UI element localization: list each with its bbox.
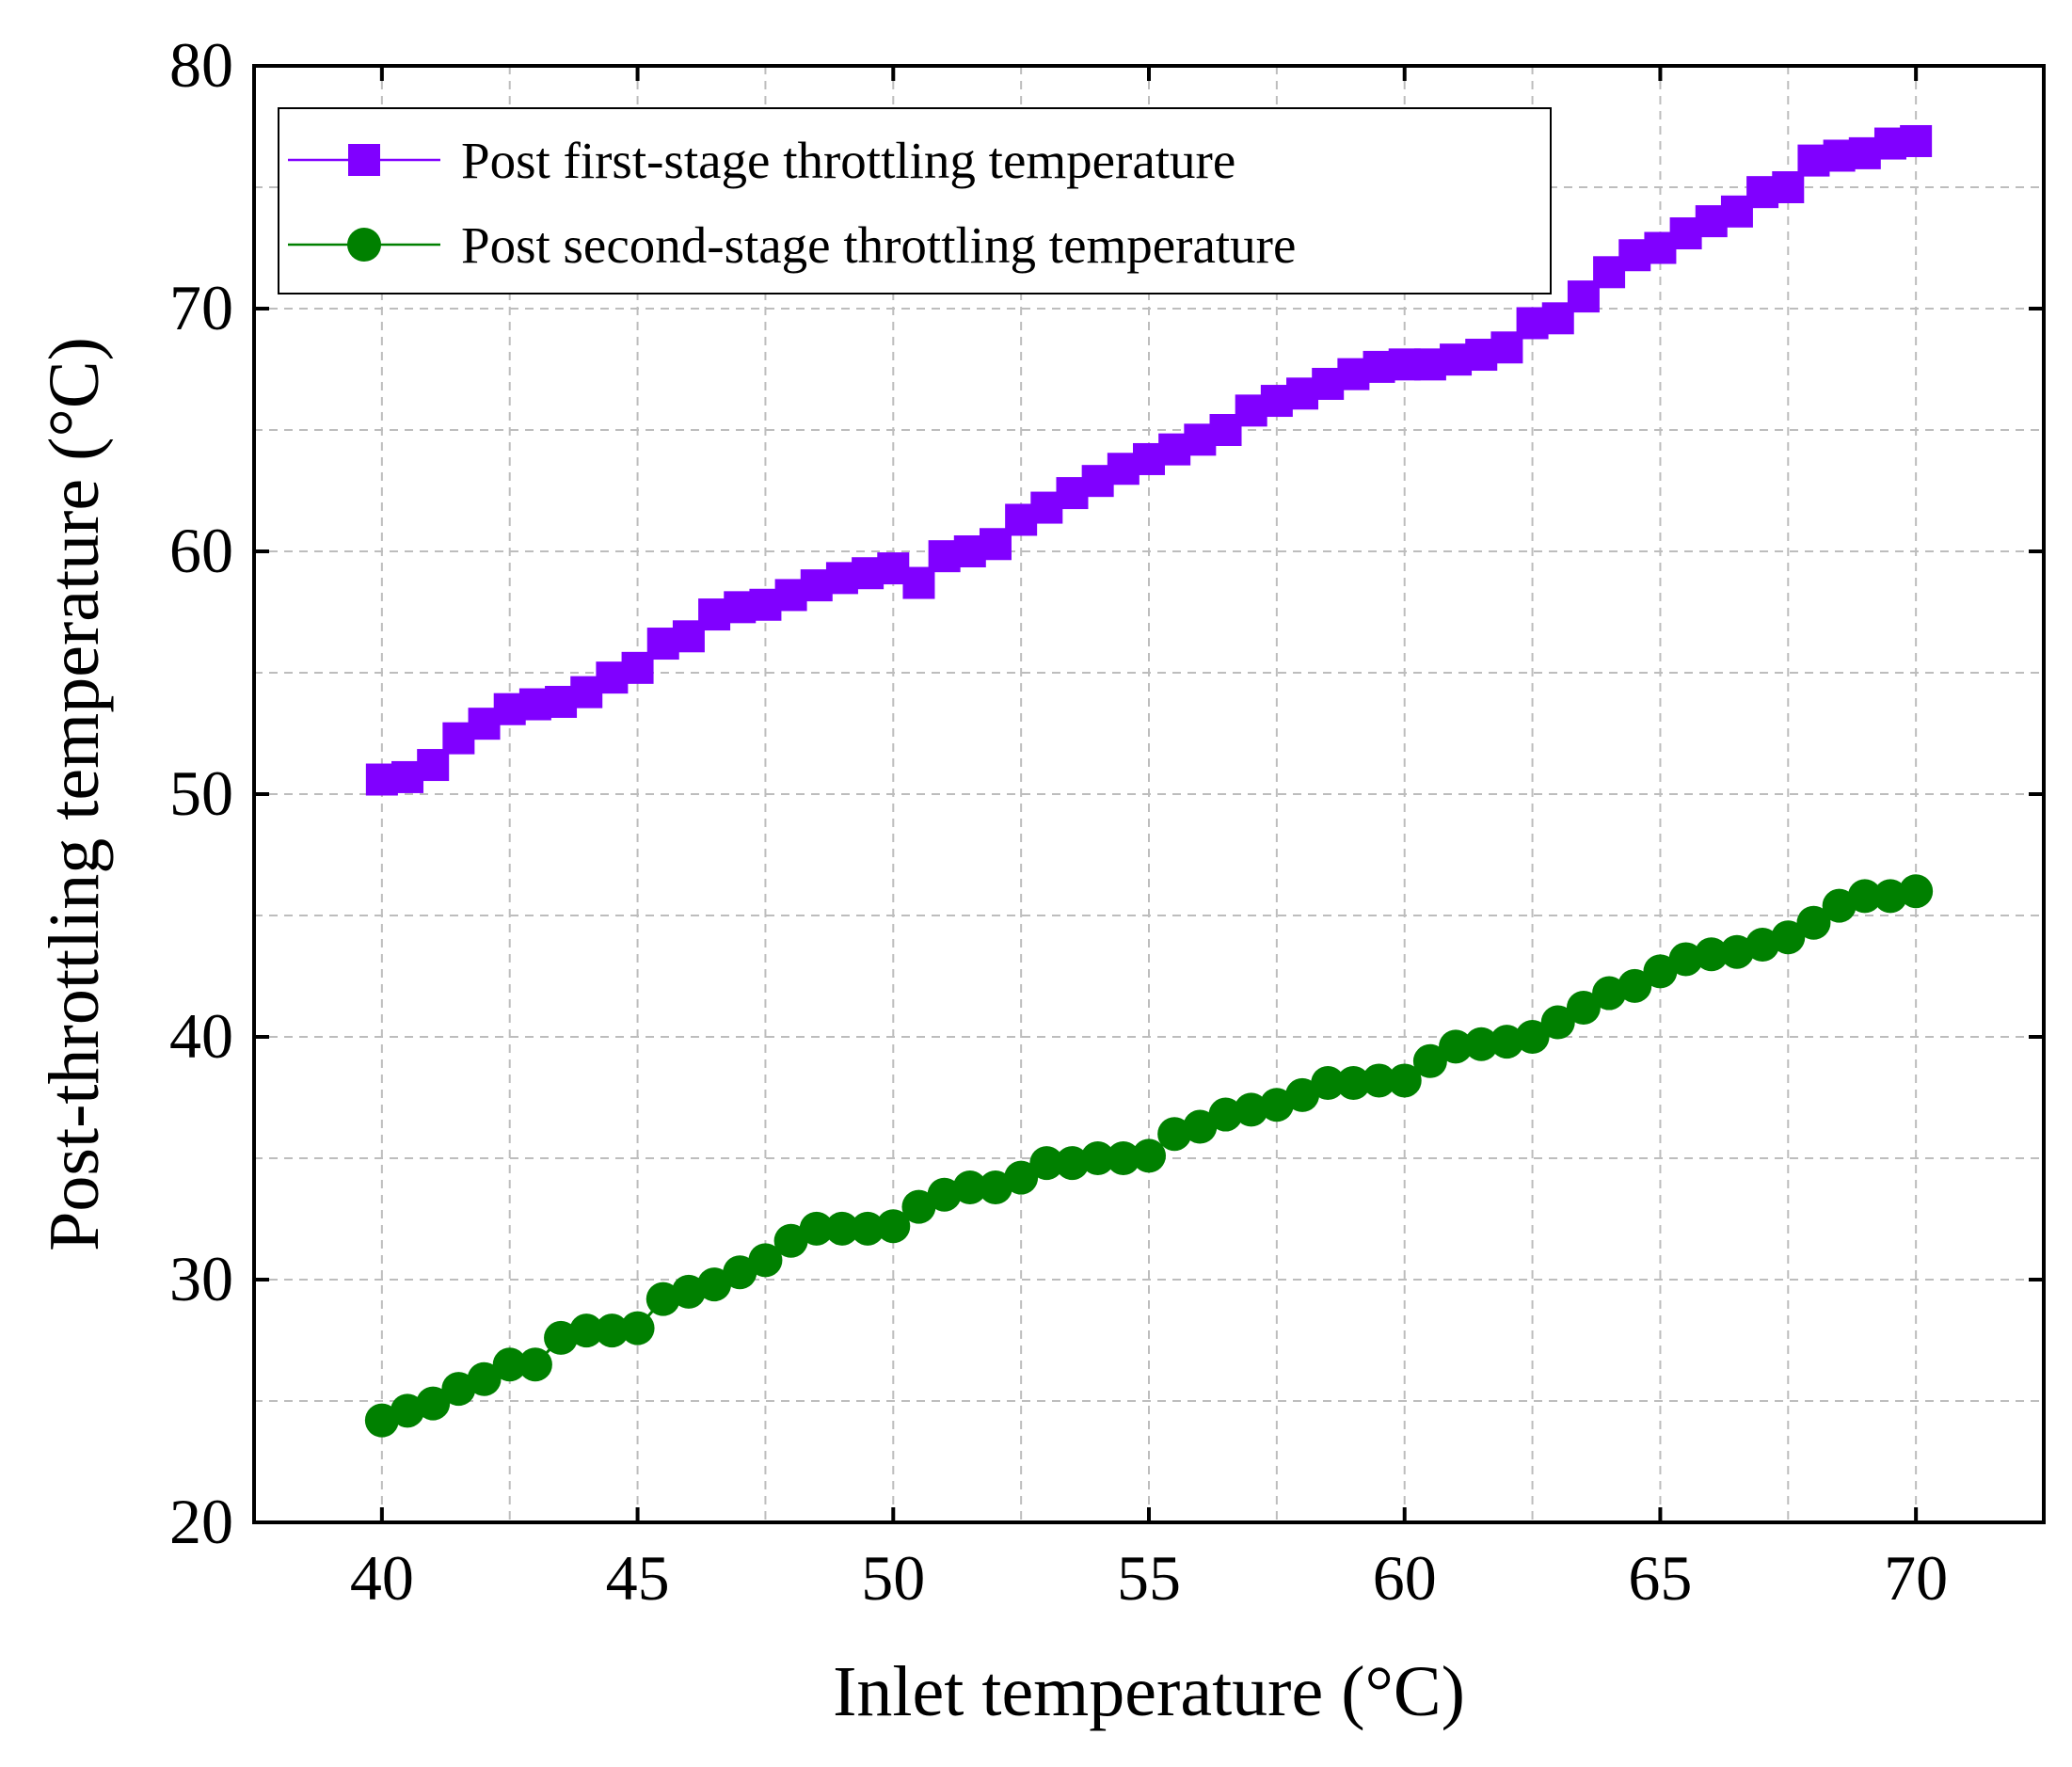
legend-label-second-stage: Post second-stage throttling temperature — [461, 216, 1296, 274]
data-point — [569, 1313, 604, 1348]
data-point — [1592, 976, 1627, 1011]
y-axis-title: Post-throttling temperature (°C) — [35, 337, 114, 1251]
data-point — [1311, 1066, 1346, 1101]
data-point — [1183, 1109, 1218, 1144]
data-point — [1719, 934, 1754, 969]
data-point — [518, 1347, 552, 1382]
data-point — [1336, 1066, 1371, 1101]
y-tick-label: 80 — [169, 29, 233, 101]
data-point — [1490, 1025, 1524, 1059]
data-point — [1540, 1005, 1575, 1040]
data-point — [1106, 1141, 1140, 1175]
y-tick-label: 20 — [169, 1486, 233, 1557]
legend-marker-second-stage — [347, 228, 381, 262]
data-point — [1259, 1088, 1294, 1122]
legend-box — [278, 107, 1552, 294]
data-point — [1234, 1092, 1268, 1127]
data-point — [467, 1361, 502, 1396]
data-point — [1900, 124, 1933, 157]
data-point — [952, 1170, 987, 1204]
data-point — [416, 1386, 451, 1421]
data-point — [1618, 968, 1652, 1003]
y-tick-label: 70 — [169, 272, 233, 343]
data-point — [1132, 1138, 1166, 1173]
y-tick-label: 40 — [169, 1000, 233, 1072]
data-point — [441, 1372, 476, 1407]
y-tick-label: 30 — [169, 1243, 233, 1314]
data-point — [646, 1281, 680, 1316]
data-point — [390, 1393, 425, 1428]
data-point — [1004, 1160, 1039, 1195]
data-point — [1745, 927, 1780, 962]
axis-ticks: 40 45 50 55 60 65 70 20 30 40 50 60 70 80 — [169, 29, 2044, 1614]
data-point — [671, 1274, 706, 1309]
x-tick-label: 40 — [350, 1542, 414, 1614]
data-point — [417, 749, 450, 782]
x-tick-label: 70 — [1884, 1542, 1948, 1614]
data-point — [902, 566, 935, 599]
x-tick-label: 60 — [1373, 1542, 1437, 1614]
x-axis-title: Inlet temperature (°C) — [833, 1652, 1465, 1731]
data-point — [1771, 920, 1806, 955]
data-point — [1899, 874, 1934, 909]
data-point — [1847, 879, 1882, 914]
data-point — [1362, 1063, 1396, 1098]
data-point — [901, 1189, 936, 1224]
data-point — [1643, 954, 1678, 989]
series-layer — [364, 124, 1934, 1438]
data-point — [595, 1313, 630, 1348]
data-point — [927, 1177, 962, 1212]
data-point — [544, 1320, 579, 1355]
data-point — [364, 1403, 399, 1438]
y-tick-label: 60 — [169, 515, 233, 586]
data-point — [1208, 1097, 1243, 1132]
data-point — [1387, 1063, 1422, 1098]
x-tick-label: 65 — [1628, 1542, 1692, 1614]
data-point — [799, 1211, 834, 1246]
series-second-stage — [364, 874, 1934, 1438]
data-point — [824, 1211, 859, 1246]
data-point — [1566, 991, 1601, 1026]
x-tick-label: 55 — [1117, 1542, 1181, 1614]
data-point — [1285, 1077, 1320, 1112]
data-point — [1157, 1117, 1192, 1152]
x-tick-label: 50 — [861, 1542, 925, 1614]
data-point — [697, 1267, 732, 1302]
data-point — [1080, 1141, 1115, 1175]
data-point — [1668, 942, 1703, 977]
data-point — [1796, 905, 1831, 940]
data-point — [876, 1209, 911, 1244]
data-point — [492, 1347, 527, 1382]
series-first-stage — [365, 124, 1933, 796]
data-point — [1412, 1043, 1447, 1078]
data-point — [978, 1170, 1012, 1204]
data-point — [1873, 879, 1907, 914]
data-point — [1464, 1027, 1499, 1061]
legend-marker-first-stage — [348, 144, 380, 176]
legend-label-first-stage: Post first-stage throttling temperature — [461, 132, 1235, 189]
data-point — [773, 1223, 808, 1258]
data-point — [620, 1311, 655, 1345]
data-point — [1439, 1029, 1474, 1064]
data-point — [1029, 1146, 1064, 1181]
x-tick-label: 45 — [606, 1542, 670, 1614]
data-point — [1055, 1146, 1090, 1181]
legend: Post first-stage throttling temperature … — [278, 107, 1552, 294]
data-point — [1515, 1020, 1550, 1054]
data-point — [748, 1243, 783, 1278]
y-tick-label: 50 — [169, 757, 233, 829]
data-point — [1694, 937, 1729, 972]
data-point — [1772, 171, 1805, 203]
data-point — [723, 1255, 757, 1290]
data-point — [1822, 888, 1857, 923]
data-point — [851, 1211, 885, 1246]
